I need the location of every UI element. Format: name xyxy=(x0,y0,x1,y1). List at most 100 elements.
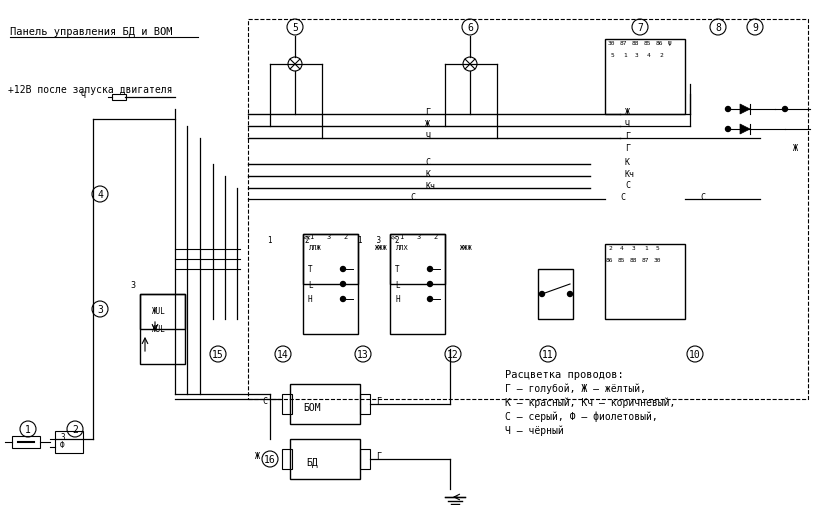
Bar xyxy=(303,234,358,334)
Text: 1       2: 1 2 xyxy=(268,235,310,244)
Text: H: H xyxy=(395,295,400,304)
Text: БД: БД xyxy=(306,457,318,467)
Text: 4: 4 xyxy=(97,189,103,199)
Text: 1: 1 xyxy=(623,53,626,58)
Text: 3: 3 xyxy=(97,305,103,315)
Text: 87: 87 xyxy=(642,257,649,262)
Text: ЛЛХ: ЛЛХ xyxy=(395,244,408,250)
Text: Ф: Ф xyxy=(60,441,65,449)
Text: 4: 4 xyxy=(647,53,651,58)
Text: БОМ: БОМ xyxy=(303,402,321,412)
Text: 10: 10 xyxy=(689,349,701,359)
Text: 1   3   2: 1 3 2 xyxy=(400,233,438,239)
Text: 3: 3 xyxy=(60,433,65,442)
Text: Расцветка проводов:: Расцветка проводов: xyxy=(505,369,624,379)
Circle shape xyxy=(726,107,731,112)
Text: Г: Г xyxy=(425,107,430,116)
Text: L: L xyxy=(395,280,400,289)
Circle shape xyxy=(428,282,433,287)
Circle shape xyxy=(341,267,346,272)
Text: Ч – чёрный: Ч – чёрный xyxy=(505,425,564,435)
Text: 86: 86 xyxy=(606,257,613,262)
Text: С: С xyxy=(620,192,625,201)
Text: 4: 4 xyxy=(620,245,624,250)
Text: 87: 87 xyxy=(620,40,627,45)
Text: Ж: Ж xyxy=(625,107,630,116)
Text: ЖЖЖ: ЖЖЖ xyxy=(375,244,388,250)
Bar xyxy=(55,431,83,453)
Bar xyxy=(538,270,573,319)
Bar xyxy=(290,384,360,424)
Bar xyxy=(390,234,445,334)
Text: Ч: Ч xyxy=(625,119,630,128)
Text: Т: Т xyxy=(308,265,313,274)
Circle shape xyxy=(341,282,346,287)
Circle shape xyxy=(428,267,433,272)
Bar xyxy=(360,449,370,469)
Bar xyxy=(390,234,445,284)
Text: <<: << xyxy=(303,234,311,240)
Text: 7: 7 xyxy=(637,23,643,33)
Text: H: H xyxy=(308,295,313,304)
Bar xyxy=(12,436,40,448)
Text: 2: 2 xyxy=(72,424,78,434)
Text: 1   3   2: 1 3 2 xyxy=(358,235,400,244)
Text: Ж: Ж xyxy=(425,119,430,128)
Text: С: С xyxy=(410,192,415,201)
Text: ЖЖЖ: ЖЖЖ xyxy=(460,244,473,250)
Circle shape xyxy=(341,297,346,302)
Text: С: С xyxy=(700,192,705,201)
Text: L: L xyxy=(308,280,313,289)
Text: 3: 3 xyxy=(130,280,135,289)
Text: 5: 5 xyxy=(656,245,660,250)
Text: 85: 85 xyxy=(644,40,652,45)
Text: Г – голубой, Ж – жёлтый,: Г – голубой, Ж – жёлтый, xyxy=(505,383,646,393)
Text: 30: 30 xyxy=(654,257,662,262)
Circle shape xyxy=(428,297,433,302)
Text: 1: 1 xyxy=(25,424,31,434)
Circle shape xyxy=(567,292,572,297)
Polygon shape xyxy=(740,105,750,115)
Text: К: К xyxy=(625,157,630,166)
Text: К: К xyxy=(425,169,430,178)
Text: 5: 5 xyxy=(292,23,298,33)
Bar xyxy=(605,40,685,115)
Text: 9: 9 xyxy=(752,23,758,33)
Text: С: С xyxy=(425,157,430,166)
Text: Ж: Ж xyxy=(255,451,260,461)
Text: 6: 6 xyxy=(467,23,473,33)
Text: 1   3   2: 1 3 2 xyxy=(310,233,348,239)
Polygon shape xyxy=(740,125,750,135)
Circle shape xyxy=(539,292,544,297)
Bar xyxy=(112,95,126,101)
Text: 88: 88 xyxy=(630,257,637,262)
Text: <<: << xyxy=(390,234,398,240)
Text: 15: 15 xyxy=(212,349,224,359)
Text: Ч: Ч xyxy=(80,90,85,99)
Text: Кч: Кч xyxy=(425,181,435,190)
Text: Г: Г xyxy=(625,143,630,152)
Text: Кч: Кч xyxy=(625,169,635,178)
Text: ЖUL: ЖUL xyxy=(152,325,166,334)
Text: 2: 2 xyxy=(608,245,612,250)
Bar xyxy=(605,244,685,319)
Text: Панель управления БД и ВОМ: Панель управления БД и ВОМ xyxy=(10,27,172,37)
Text: 3: 3 xyxy=(635,53,639,58)
Circle shape xyxy=(782,107,787,112)
Text: 8: 8 xyxy=(715,23,721,33)
Text: 1: 1 xyxy=(644,245,648,250)
Text: 5: 5 xyxy=(611,53,615,58)
Bar xyxy=(282,449,292,469)
Bar xyxy=(282,394,292,414)
Text: Г: Г xyxy=(376,451,381,461)
Text: 2: 2 xyxy=(659,53,663,58)
Bar xyxy=(303,234,358,284)
Text: С: С xyxy=(262,397,267,406)
Text: 11: 11 xyxy=(542,349,554,359)
Text: 16: 16 xyxy=(264,454,276,464)
Bar xyxy=(248,20,808,399)
Text: К – красный, Кч – коричневый,: К – красный, Кч – коричневый, xyxy=(505,397,676,408)
Text: Г: Г xyxy=(625,131,630,140)
Text: 3: 3 xyxy=(632,245,635,250)
Text: 12: 12 xyxy=(447,349,459,359)
